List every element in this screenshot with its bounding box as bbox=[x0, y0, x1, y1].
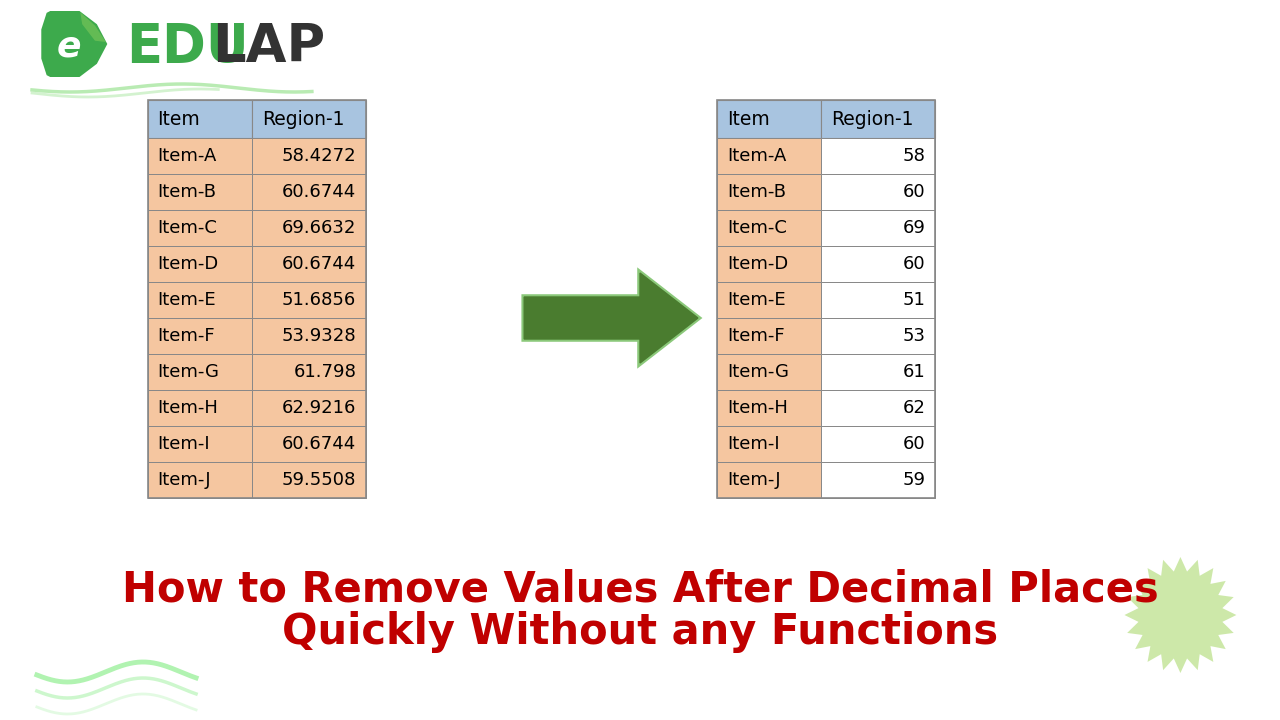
Text: Item-A: Item-A bbox=[157, 147, 216, 165]
Text: Item-C: Item-C bbox=[727, 219, 787, 237]
Text: Item-H: Item-H bbox=[727, 399, 787, 417]
Text: Item: Item bbox=[157, 109, 200, 128]
FancyBboxPatch shape bbox=[717, 138, 822, 174]
Text: LAP: LAP bbox=[212, 21, 325, 73]
FancyBboxPatch shape bbox=[822, 354, 936, 390]
FancyBboxPatch shape bbox=[822, 100, 936, 138]
Text: Item-F: Item-F bbox=[727, 327, 785, 345]
Text: 69: 69 bbox=[902, 219, 925, 237]
Text: 60: 60 bbox=[902, 435, 925, 453]
FancyBboxPatch shape bbox=[717, 426, 822, 462]
FancyBboxPatch shape bbox=[822, 462, 936, 498]
Text: How to Remove Values After Decimal Places: How to Remove Values After Decimal Place… bbox=[122, 569, 1158, 611]
Text: 53: 53 bbox=[902, 327, 925, 345]
FancyBboxPatch shape bbox=[717, 210, 822, 246]
FancyBboxPatch shape bbox=[147, 318, 252, 354]
Text: Quickly Without any Functions: Quickly Without any Functions bbox=[282, 611, 998, 653]
FancyBboxPatch shape bbox=[717, 246, 822, 282]
Text: Item-J: Item-J bbox=[157, 471, 211, 489]
Text: 58.4272: 58.4272 bbox=[282, 147, 356, 165]
FancyBboxPatch shape bbox=[147, 210, 252, 246]
FancyBboxPatch shape bbox=[717, 318, 822, 354]
FancyBboxPatch shape bbox=[252, 100, 366, 138]
Text: Item-I: Item-I bbox=[157, 435, 210, 453]
Text: 60.6744: 60.6744 bbox=[282, 435, 356, 453]
Text: e: e bbox=[56, 29, 81, 63]
Text: Item: Item bbox=[727, 109, 769, 128]
FancyBboxPatch shape bbox=[822, 390, 936, 426]
Text: 62: 62 bbox=[902, 399, 925, 417]
FancyBboxPatch shape bbox=[147, 426, 252, 462]
FancyBboxPatch shape bbox=[252, 354, 366, 390]
FancyBboxPatch shape bbox=[252, 210, 366, 246]
FancyBboxPatch shape bbox=[147, 100, 252, 138]
Text: 53.9328: 53.9328 bbox=[282, 327, 356, 345]
FancyBboxPatch shape bbox=[252, 246, 366, 282]
Text: 59.5508: 59.5508 bbox=[282, 471, 356, 489]
FancyBboxPatch shape bbox=[147, 138, 252, 174]
Text: 61: 61 bbox=[902, 363, 925, 381]
FancyBboxPatch shape bbox=[822, 282, 936, 318]
FancyBboxPatch shape bbox=[252, 426, 366, 462]
Text: Item-B: Item-B bbox=[157, 183, 216, 201]
Text: 58: 58 bbox=[902, 147, 925, 165]
FancyBboxPatch shape bbox=[822, 426, 936, 462]
Polygon shape bbox=[81, 12, 106, 42]
Text: Item-I: Item-I bbox=[727, 435, 780, 453]
FancyBboxPatch shape bbox=[717, 174, 822, 210]
FancyBboxPatch shape bbox=[717, 390, 822, 426]
Text: Item-F: Item-F bbox=[157, 327, 215, 345]
Text: 62.9216: 62.9216 bbox=[282, 399, 356, 417]
Text: Item-A: Item-A bbox=[727, 147, 786, 165]
FancyBboxPatch shape bbox=[822, 210, 936, 246]
Text: Item-G: Item-G bbox=[727, 363, 788, 381]
Text: 60.6744: 60.6744 bbox=[282, 183, 356, 201]
Polygon shape bbox=[1124, 557, 1236, 673]
Text: 60.6744: 60.6744 bbox=[282, 255, 356, 273]
Text: Item-G: Item-G bbox=[157, 363, 219, 381]
Text: EDU: EDU bbox=[125, 21, 248, 73]
FancyBboxPatch shape bbox=[717, 462, 822, 498]
FancyBboxPatch shape bbox=[252, 174, 366, 210]
Text: Item-D: Item-D bbox=[157, 255, 219, 273]
FancyBboxPatch shape bbox=[717, 100, 822, 138]
Polygon shape bbox=[525, 273, 698, 363]
FancyBboxPatch shape bbox=[717, 354, 822, 390]
Text: Item-E: Item-E bbox=[157, 291, 216, 309]
Text: Item-C: Item-C bbox=[157, 219, 218, 237]
FancyBboxPatch shape bbox=[147, 390, 252, 426]
FancyBboxPatch shape bbox=[822, 246, 936, 282]
Polygon shape bbox=[525, 273, 698, 363]
Text: 69.6632: 69.6632 bbox=[282, 219, 356, 237]
FancyBboxPatch shape bbox=[252, 138, 366, 174]
FancyBboxPatch shape bbox=[252, 390, 366, 426]
FancyBboxPatch shape bbox=[252, 318, 366, 354]
Text: Item-B: Item-B bbox=[727, 183, 786, 201]
FancyBboxPatch shape bbox=[717, 282, 822, 318]
Text: 60: 60 bbox=[902, 255, 925, 273]
Text: Item-E: Item-E bbox=[727, 291, 786, 309]
FancyBboxPatch shape bbox=[822, 318, 936, 354]
Text: Region-1: Region-1 bbox=[261, 109, 344, 128]
FancyBboxPatch shape bbox=[147, 354, 252, 390]
Text: Region-1: Region-1 bbox=[831, 109, 914, 128]
FancyBboxPatch shape bbox=[252, 462, 366, 498]
Text: Item-J: Item-J bbox=[727, 471, 781, 489]
FancyBboxPatch shape bbox=[822, 174, 936, 210]
Text: 61.798: 61.798 bbox=[293, 363, 356, 381]
FancyBboxPatch shape bbox=[822, 138, 936, 174]
Text: Item-D: Item-D bbox=[727, 255, 788, 273]
Text: 51.6856: 51.6856 bbox=[282, 291, 356, 309]
Text: 60: 60 bbox=[902, 183, 925, 201]
Text: Item-H: Item-H bbox=[157, 399, 219, 417]
FancyBboxPatch shape bbox=[147, 282, 252, 318]
Text: 59: 59 bbox=[902, 471, 925, 489]
FancyBboxPatch shape bbox=[147, 246, 252, 282]
Text: 51: 51 bbox=[902, 291, 925, 309]
FancyBboxPatch shape bbox=[252, 282, 366, 318]
FancyBboxPatch shape bbox=[147, 462, 252, 498]
Polygon shape bbox=[41, 11, 108, 77]
FancyBboxPatch shape bbox=[147, 174, 252, 210]
